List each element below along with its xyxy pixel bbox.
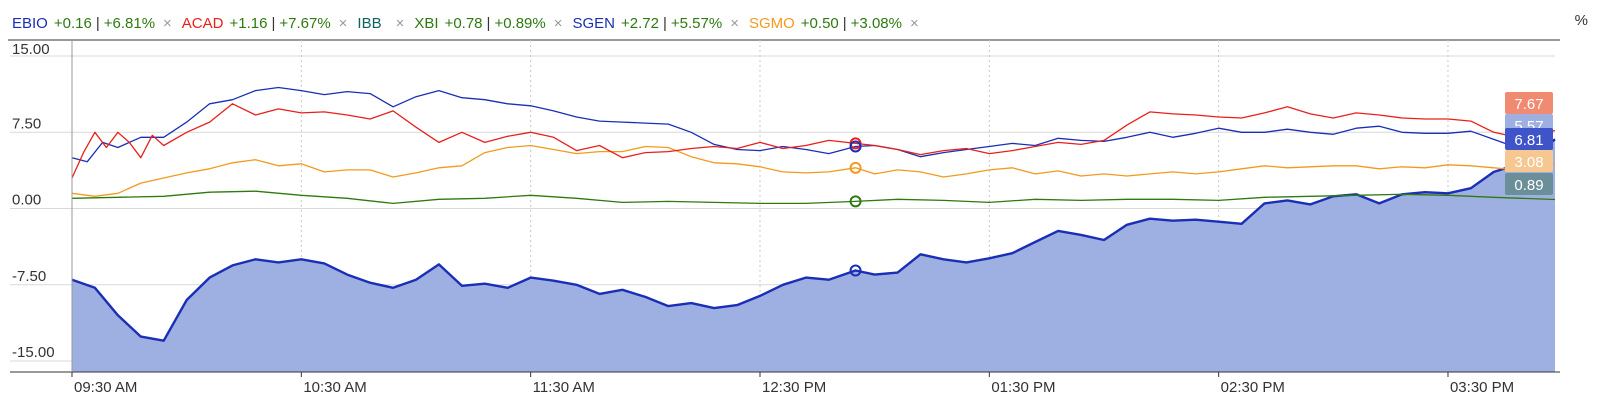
y-tick-label: -15.00: [12, 344, 55, 361]
legend-percent: +3.08%: [850, 14, 902, 32]
legend-separator: |: [842, 14, 847, 32]
legend-percent: +7.67%: [279, 14, 331, 32]
x-tick-label: 02:30 PM: [1221, 379, 1285, 396]
y-tick-label: 0.00: [12, 192, 41, 209]
marker-xbi: [849, 195, 862, 208]
legend-symbol: SGEN: [572, 14, 616, 32]
remove-ebio-icon[interactable]: ×: [163, 14, 172, 32]
legend-change: +0.78: [444, 14, 483, 32]
x-tick-label: 03:30 PM: [1450, 379, 1514, 396]
series-sgmo-line: [71, 144, 1556, 197]
legend-item-sgen[interactable]: SGEN +2.72 | +5.57% ×: [573, 15, 749, 32]
end-label-box: [1505, 173, 1553, 195]
y-tick-label: -7.50: [12, 268, 46, 285]
legend-item-acad[interactable]: ACAD +1.16 | +7.67% ×: [182, 15, 358, 32]
legend-change: +1.16: [229, 14, 268, 32]
remove-sgen-icon[interactable]: ×: [730, 14, 739, 32]
legend-symbol: ACAD: [181, 14, 224, 32]
end-label-value: 6.81: [1514, 132, 1543, 149]
legend-symbol: SGMO: [748, 14, 795, 32]
legend-percent: +6.81%: [103, 14, 156, 32]
end-label-value: 0.89: [1514, 177, 1543, 194]
series-xbi-line: [71, 190, 1556, 205]
legend-change: +0.16: [53, 14, 92, 32]
legend-item-sgmo[interactable]: SGMO +0.50 | +3.08% ×: [749, 15, 929, 32]
marker-sgen: [849, 140, 862, 153]
legend-percent: +5.57%: [670, 14, 723, 32]
series-acad-line: [71, 103, 1556, 179]
legend-percent: +0.89%: [494, 14, 546, 32]
remove-acad-icon[interactable]: ×: [338, 14, 348, 32]
x-tick-label: 10:30 AM: [303, 379, 366, 396]
legend-item-ibb[interactable]: IBB ×: [357, 15, 414, 32]
legend-symbol: EBIO: [12, 14, 48, 32]
remove-sgmo-icon[interactable]: ×: [909, 14, 919, 32]
series-sgen-line: [71, 86, 1556, 163]
remove-ibb-icon[interactable]: ×: [395, 14, 405, 32]
y-tick-label: 7.50: [12, 115, 41, 132]
legend-separator: |: [95, 14, 100, 32]
legend-separator: |: [271, 14, 276, 32]
end-label-box: [1505, 150, 1553, 172]
legend-separator: |: [486, 14, 491, 32]
end-label-value: 7.67: [1514, 96, 1543, 113]
x-tick-label: 11:30 AM: [533, 379, 595, 396]
legend-item-xbi[interactable]: XBI +0.78 | +0.89% ×: [414, 15, 572, 32]
end-label-value: 3.08: [1514, 154, 1543, 171]
y-tick-label: 15.00: [12, 41, 50, 58]
x-tick-label: 09:30 AM: [74, 379, 137, 396]
marker-ebio: [849, 264, 862, 277]
legend-symbol: IBB: [357, 14, 382, 32]
legend-change: +0.50: [800, 14, 839, 32]
series-ebio-line: [71, 138, 1556, 342]
legend-separator: |: [662, 14, 667, 32]
x-tick-label: 01:30 PM: [991, 379, 1055, 396]
legend-change: +2.72: [621, 14, 659, 32]
legend-symbol: XBI: [414, 14, 439, 32]
chart-legend: EBIO +0.16 | +6.81% × ACAD +1.16 | +7.67% × IBB × XB…: [12, 12, 929, 34]
end-label-box: [1505, 128, 1553, 150]
end-label-box: [1505, 92, 1553, 114]
unit-label: %: [1574, 12, 1588, 29]
x-tick-label: 12:30 PM: [762, 379, 826, 396]
legend-item-ebio[interactable]: EBIO +0.16 | +6.81% ×: [12, 15, 182, 32]
remove-xbi-icon[interactable]: ×: [553, 14, 563, 32]
series-ebio-area: [72, 139, 1555, 372]
marker-sgmo: [849, 161, 862, 174]
